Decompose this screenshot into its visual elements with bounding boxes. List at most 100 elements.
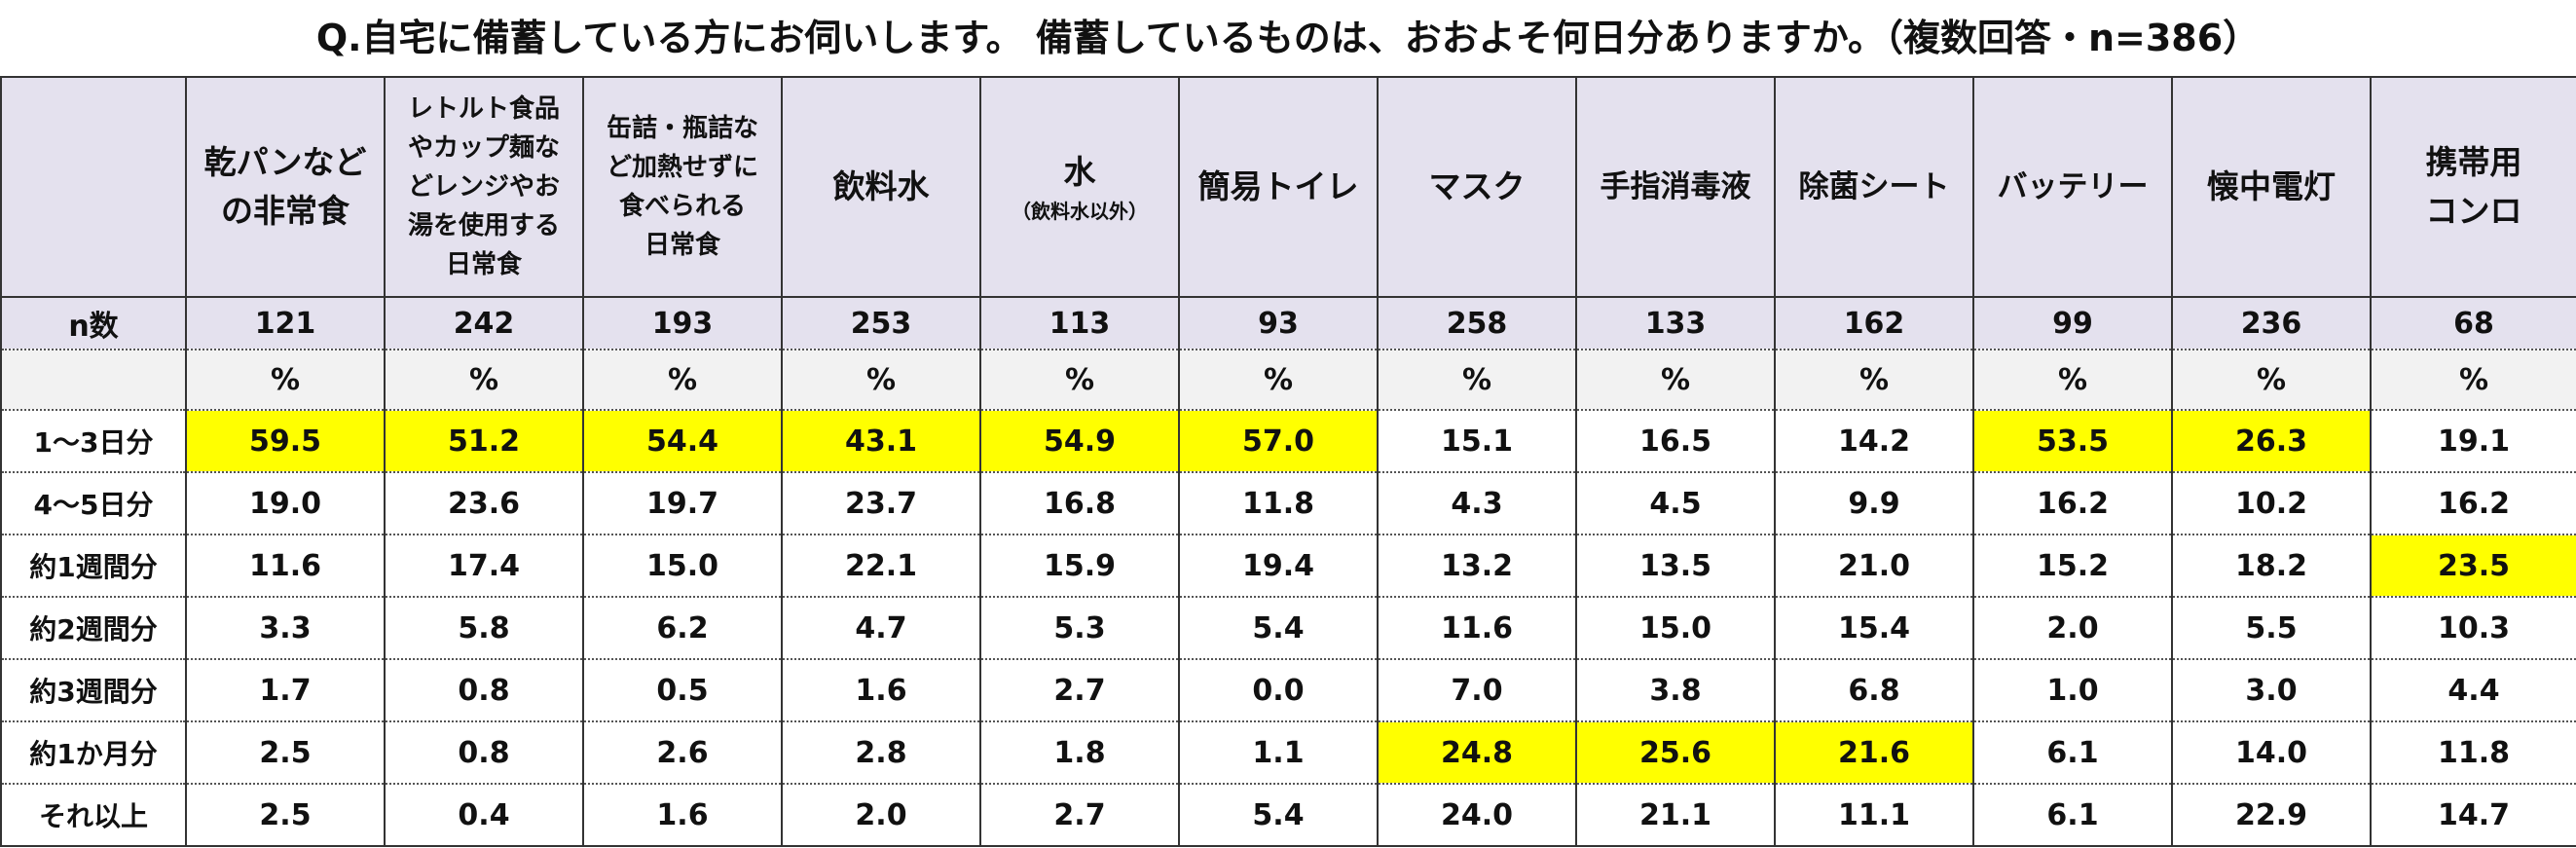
column-header-line: 飲料水 [832,167,930,205]
column-header-water: 水 （飲料水以外） [979,76,1180,298]
value-cell: 6.1 [1972,721,2173,785]
table-row: 1～3日分 59.5 51.2 54.4 43.1 54.9 57.0 15.1 16.5 14.… [0,410,2576,473]
sample-size-value: 242 [384,297,584,350]
percent-unit: % [1972,350,2173,411]
value-cell: 1.6 [781,659,981,722]
corner-cell [0,76,187,298]
value-cell: 16.2 [2370,472,2576,535]
sample-size-value: 258 [1377,297,1577,350]
column-header-battery: バッテリー [1972,76,2173,298]
value-cell: 53.5 [1972,410,2173,473]
value-cell: 4.5 [1575,472,1776,535]
column-header-line: 懐中電灯 [2207,167,2336,205]
row-label: 約2週間分 [0,597,187,660]
row-label: 4～5日分 [0,472,187,535]
value-cell: 2.7 [979,659,1180,722]
value-cell: 2.6 [582,721,783,785]
sample-size-value: 236 [2171,297,2372,350]
value-cell: 21.6 [1774,721,1974,785]
column-header-portable-toilet: 簡易トイレ [1178,76,1379,298]
row-label: 約1か月分 [0,721,187,785]
table-row: 約3週間分 1.7 0.8 0.5 1.6 2.7 0.0 7.0 3.8 6.8 1.0 3.0 4.… [0,659,2576,722]
value-cell: 43.1 [781,410,981,473]
percent-unit: % [1774,350,1974,411]
value-cell: 5.8 [384,597,584,660]
value-cell: 13.5 [1575,535,1776,598]
value-cell: 15.2 [1972,535,2173,598]
value-cell: 19.1 [2370,410,2576,473]
table-row: 約1週間分 11.6 17.4 15.0 22.1 15.9 19.4 13.2 13.5 21.… [0,535,2576,598]
sample-size-value: 162 [1774,297,1974,350]
column-header-line: 簡易トイレ [1197,167,1359,205]
value-cell: 19.0 [185,472,386,535]
percent-unit: % [781,350,981,411]
value-cell: 5.5 [2171,597,2372,660]
value-cell: 25.6 [1575,721,1776,785]
row-label: 約1週間分 [0,535,187,598]
sample-size-label: n数 [0,297,187,350]
value-cell: 13.2 [1377,535,1577,598]
value-cell: 16.2 [1972,472,2173,535]
value-cell: 6.2 [582,597,783,660]
column-header-line: ど加熱せずに [606,153,758,182]
percent-unit: % [185,350,386,411]
value-cell: 2.0 [781,784,981,847]
value-cell: 11.8 [2370,721,2576,785]
row-label: 1～3日分 [0,410,187,473]
value-cell: 59.5 [185,410,386,473]
column-header-flashlight: 懐中電灯 [2171,76,2372,298]
row-label: それ以上 [0,784,187,847]
value-cell: 5.3 [979,597,1180,660]
column-header-line: 日常食 [644,231,720,260]
value-cell: 5.4 [1178,784,1379,847]
value-cell: 54.4 [582,410,783,473]
value-cell: 3.0 [2171,659,2372,722]
value-cell: 9.9 [1774,472,1974,535]
value-cell: 14.7 [2370,784,2576,847]
percent-unit: % [384,350,584,411]
value-cell: 23.6 [384,472,584,535]
value-cell: 26.3 [2171,410,2372,473]
value-cell: 0.8 [384,659,584,722]
value-cell: 11.8 [1178,472,1379,535]
value-cell: 19.4 [1178,535,1379,598]
value-cell: 15.0 [582,535,783,598]
value-cell: 11.6 [185,535,386,598]
percent-unit: % [1575,350,1776,411]
column-header-drinking-water: 飲料水 [781,76,981,298]
column-header-hand-sanitizer: 手指消毒液 [1575,76,1776,298]
value-cell: 17.4 [384,535,584,598]
value-cell: 1.0 [1972,659,2173,722]
column-header-line: 手指消毒液 [1600,169,1751,204]
percent-unit-blank [0,350,187,411]
percent-unit: % [979,350,1180,411]
value-cell: 0.0 [1178,659,1379,722]
column-header-line: レトルト食品 [407,94,560,124]
value-cell: 3.3 [185,597,386,660]
sample-size-row: n数 121 242 193 253 113 93 258 133 162 99… [0,297,2576,350]
column-header-line: やカップ麺な [407,133,560,163]
value-cell: 2.7 [979,784,1180,847]
value-cell: 7.0 [1377,659,1577,722]
value-cell: 54.9 [979,410,1180,473]
column-header-line: マスク [1428,167,1526,205]
value-cell: 4.7 [781,597,981,660]
column-header-canned-food: 缶詰・瓶詰な ど加熱せずに 食べられる 日常食 [582,76,783,298]
value-cell: 4.4 [2370,659,2576,722]
value-cell: 24.8 [1377,721,1577,785]
table-row: 約2週間分 3.3 5.8 6.2 4.7 5.3 5.4 11.6 15.0 15.4 2.0 5.… [0,597,2576,660]
value-cell: 4.3 [1377,472,1577,535]
value-cell: 18.2 [2171,535,2372,598]
column-header-line: 乾パンなど [203,143,367,181]
value-cell: 15.1 [1377,410,1577,473]
table-row: 約1か月分 2.5 0.8 2.6 2.8 1.8 1.1 24.8 25.6 21.6 6.1 14… [0,721,2576,785]
value-cell: 22.9 [2171,784,2372,847]
value-cell: 1.8 [979,721,1180,785]
sample-size-value: 193 [582,297,783,350]
value-cell: 16.8 [979,472,1180,535]
sample-size-value: 113 [979,297,1180,350]
percent-unit: % [2171,350,2372,411]
value-cell: 0.4 [384,784,584,847]
percent-unit-row: % % % % % % % % % % % % [0,350,2576,411]
column-header-line: どレンジやお [407,172,560,202]
